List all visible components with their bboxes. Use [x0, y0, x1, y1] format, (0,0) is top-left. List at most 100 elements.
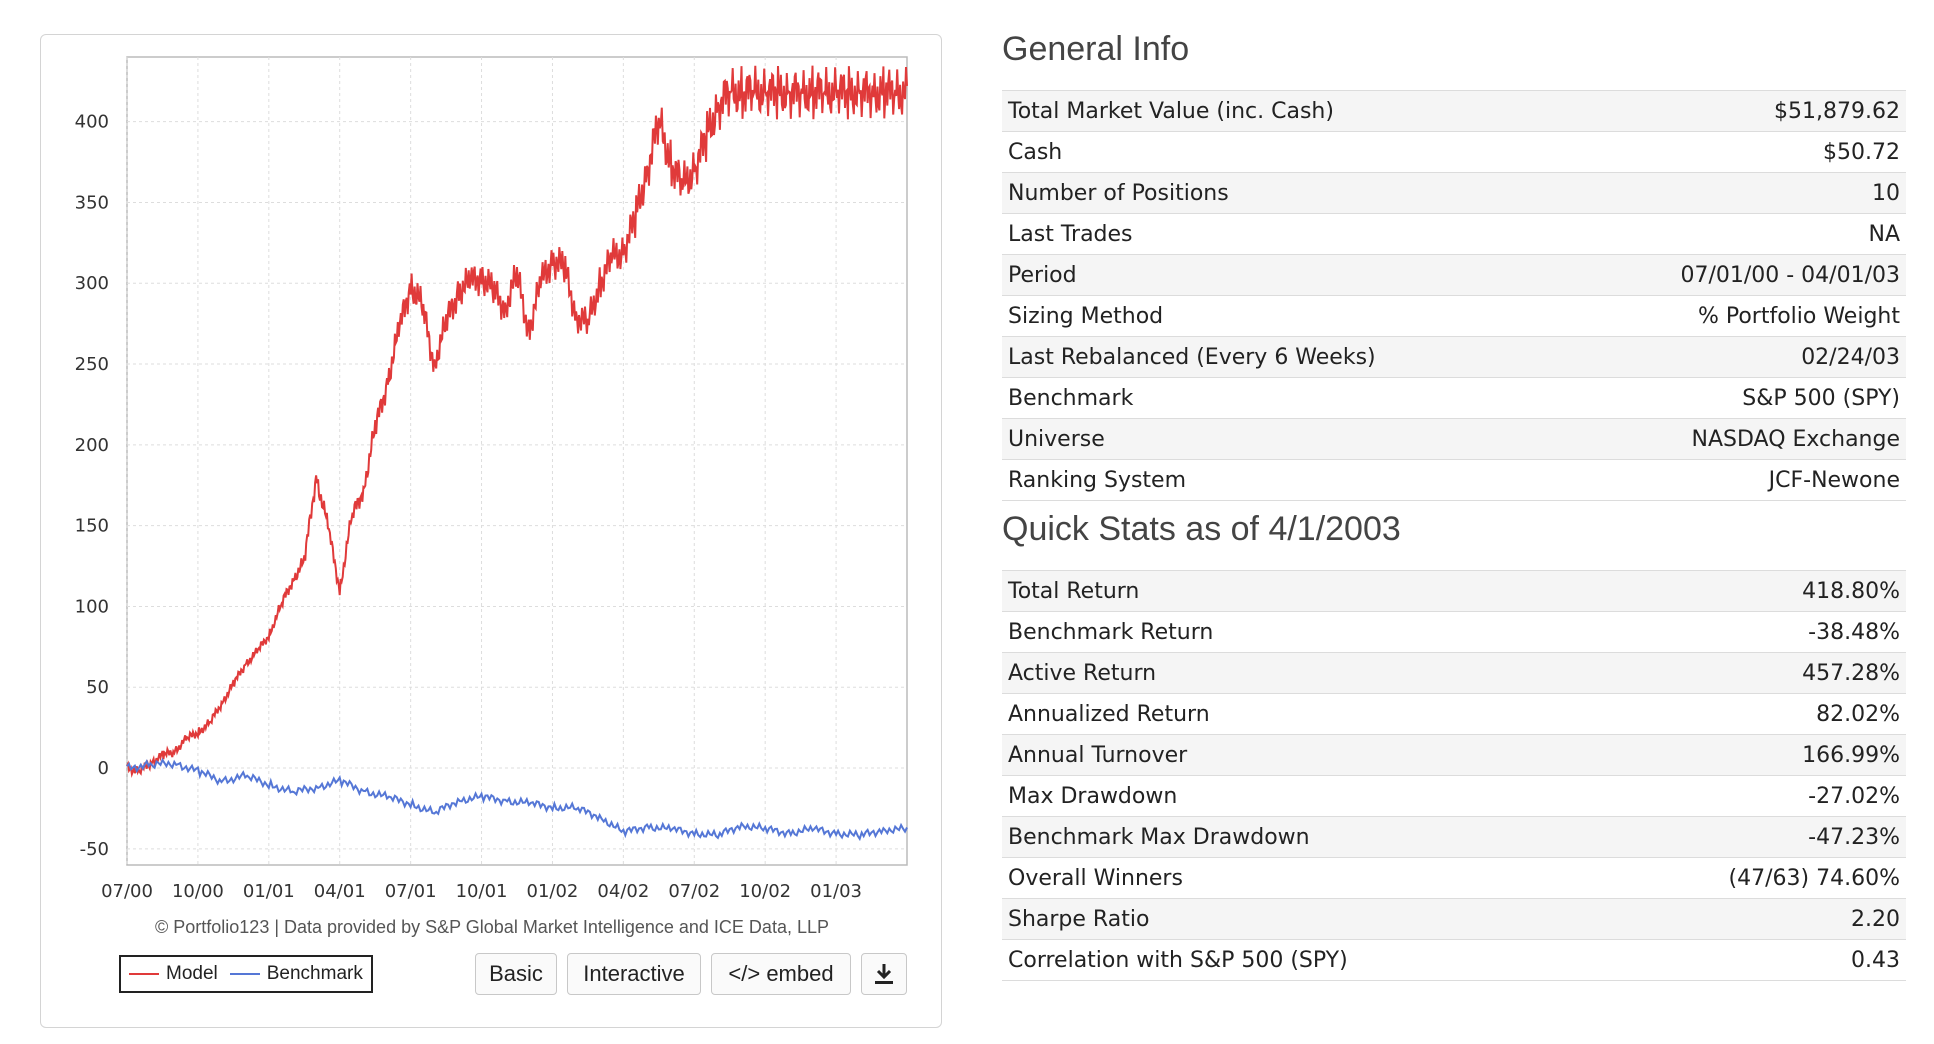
y-tick-label: 300 [75, 273, 109, 294]
y-tick-label: 50 [86, 677, 109, 698]
general-info-value: % Portfolio Weight [1563, 295, 1906, 337]
basic-button[interactable]: Basic [475, 953, 557, 995]
legend-swatch-benchmark [229, 973, 260, 975]
legend-label-model: Model [166, 963, 218, 984]
quick-stats-label: Total Return [1002, 570, 1597, 612]
quick-stats-row: Correlation with S&P 500 (SPY) 0.43 [1002, 939, 1906, 981]
general-info-value[interactable]: JCF-Newone [1563, 459, 1906, 501]
quick-stats-row: Total Return 418.80% [1002, 570, 1906, 612]
general-info-row: Number of Positions 10 [1002, 172, 1906, 214]
y-tick-label: 350 [75, 192, 109, 213]
general-info-value: NA [1563, 213, 1906, 255]
general-info-row: Ranking System JCF-Newone [1002, 459, 1906, 501]
x-tick-label: 04/02 [597, 881, 649, 902]
quick-stats-label: Overall Winners [1002, 857, 1597, 899]
chart-legend: Model Benchmark [119, 955, 373, 993]
quick-stats-value: 82.02% [1596, 693, 1906, 735]
y-tick-label: 200 [75, 435, 109, 456]
quick-stats-value: 418.80% [1596, 570, 1906, 612]
general-info-label: Period [1002, 254, 1564, 296]
general-info-row: Last Rebalanced (Every 6 Weeks) 02/24/03 [1002, 336, 1906, 378]
y-tick-label: -50 [80, 839, 109, 860]
y-tick-label: 150 [75, 516, 109, 537]
general-info-label: Cash [1002, 131, 1564, 173]
general-info-label: Sizing Method [1002, 295, 1564, 337]
quick-stats-label: Active Return [1002, 652, 1597, 694]
general-info-row: Benchmark S&P 500 (SPY) [1002, 377, 1906, 419]
x-tick-label: 07/02 [668, 881, 720, 902]
plot-area [126, 56, 908, 866]
general-info-row: Sizing Method% Portfolio Weight [1002, 295, 1906, 337]
general-info-label[interactable]: Number of Positions [1002, 172, 1564, 214]
quick-stats-row: Annual Turnover 166.99% [1002, 734, 1906, 776]
x-tick-label: 01/03 [810, 881, 862, 902]
y-tick-label: 100 [75, 596, 109, 617]
quick-stats-value: 457.28% [1596, 652, 1906, 694]
quick-stats-table: Total Return 418.80% Benchmark Return -38.4… [1002, 570, 1906, 981]
x-tick-label: 01/01 [243, 881, 295, 902]
interactive-button[interactable]: Interactive [567, 953, 701, 995]
general-info-label: Last Trades [1002, 213, 1564, 255]
quick-stats-value: -27.02% [1596, 775, 1906, 817]
quick-stats-value: (47/63) 74.60% [1596, 857, 1906, 899]
download-icon [875, 964, 893, 984]
download-button[interactable] [861, 953, 907, 995]
legend-label-benchmark: Benchmark [266, 963, 363, 984]
quick-stats-value: -47.23% [1596, 816, 1906, 858]
quick-stats-label: Sharpe Ratio [1002, 898, 1597, 940]
quick-stats-label: Annual Turnover [1002, 734, 1597, 776]
quick-stats-label: Annualized Return [1002, 693, 1597, 735]
quick-stats-row: Active Return 457.28% [1002, 652, 1906, 694]
general-info-label: Total Market Value (inc. Cash) [1002, 90, 1564, 132]
chart-credit: © Portfolio123 | Data provided by S&P Gl… [155, 917, 829, 937]
general-info-value[interactable]: 10 [1563, 172, 1906, 214]
quick-stats-label: Benchmark Max Drawdown [1002, 816, 1597, 858]
chart-panel: -50 0 50 100 150 200 250 300 350 400 07/00 10/00 01/… [40, 34, 942, 1028]
quick-stats-row: Sharpe Ratio 2.20 [1002, 898, 1906, 940]
embed-button[interactable]: </> embed [711, 953, 851, 995]
general-info-label: Universe [1002, 418, 1564, 460]
general-info-value: 02/24/03 [1563, 336, 1906, 378]
legend-item-model: Model [129, 963, 218, 985]
x-tick-label: 04/01 [314, 881, 366, 902]
general-info-value: 07/01/00 - 04/01/03 [1563, 254, 1906, 296]
general-info-row: Cash $50.72 [1002, 131, 1906, 173]
y-tick-label: 400 [75, 112, 109, 133]
general-info-value: S&P 500 (SPY) [1563, 377, 1906, 419]
quick-stats-row: Benchmark Return -38.48% [1002, 611, 1906, 653]
general-info-value: $50.72 [1563, 131, 1906, 173]
quick-stats-row: Overall Winners (47/63) 74.60% [1002, 857, 1906, 899]
series-line-model [126, 65, 908, 779]
performance-chart: -50 0 50 100 150 200 250 300 350 400 07/00 10/00 01/… [75, 56, 908, 902]
general-info-row: Total Market Value (inc. Cash) $51,879.62 [1002, 90, 1906, 132]
quick-stats-label: Max Drawdown [1002, 775, 1597, 817]
quick-stats-value: 0.43 [1596, 939, 1906, 981]
quick-stats-row: Annualized Return 82.02% [1002, 693, 1906, 735]
x-tick-label: 10/01 [456, 881, 508, 902]
quick-stats-value: 166.99% [1596, 734, 1906, 776]
x-tick-label: 01/02 [527, 881, 579, 902]
general-info-label: Last Rebalanced (Every 6 Weeks) [1002, 336, 1564, 378]
general-info-value: $51,879.62 [1563, 90, 1906, 132]
quick-stats-label: Correlation with S&P 500 (SPY) [1002, 939, 1597, 981]
y-tick-label: 0 [98, 758, 109, 779]
general-info-row: Period 07/01/00 - 04/01/03 [1002, 254, 1906, 296]
x-tick-label: 10/02 [739, 881, 791, 902]
general-info-label: Ranking System [1002, 459, 1564, 501]
quick-stats-row: Max Drawdown -27.02% [1002, 775, 1906, 817]
quick-stats-label: Benchmark Return [1002, 611, 1597, 653]
quick-stats-value: -38.48% [1596, 611, 1906, 653]
quick-stats-row: Benchmark Max Drawdown -47.23% [1002, 816, 1906, 858]
general-info-title: General Info [1002, 30, 1190, 68]
general-info-row: Last Trades NA [1002, 213, 1906, 255]
general-info-label: Benchmark [1002, 377, 1564, 419]
quick-stats-title: Quick Stats as of 4/1/2003 [1002, 510, 1401, 548]
legend-swatch-model [129, 973, 159, 975]
series-line-benchmark [126, 757, 908, 842]
legend-item-benchmark: Benchmark [229, 963, 363, 985]
x-tick-label: 07/00 [101, 881, 153, 902]
general-info-row: Universe NASDAQ Exchange [1002, 418, 1906, 460]
quick-stats-value: 2.20 [1596, 898, 1906, 940]
y-tick-label: 250 [75, 354, 109, 375]
x-tick-label: 10/00 [172, 881, 224, 902]
